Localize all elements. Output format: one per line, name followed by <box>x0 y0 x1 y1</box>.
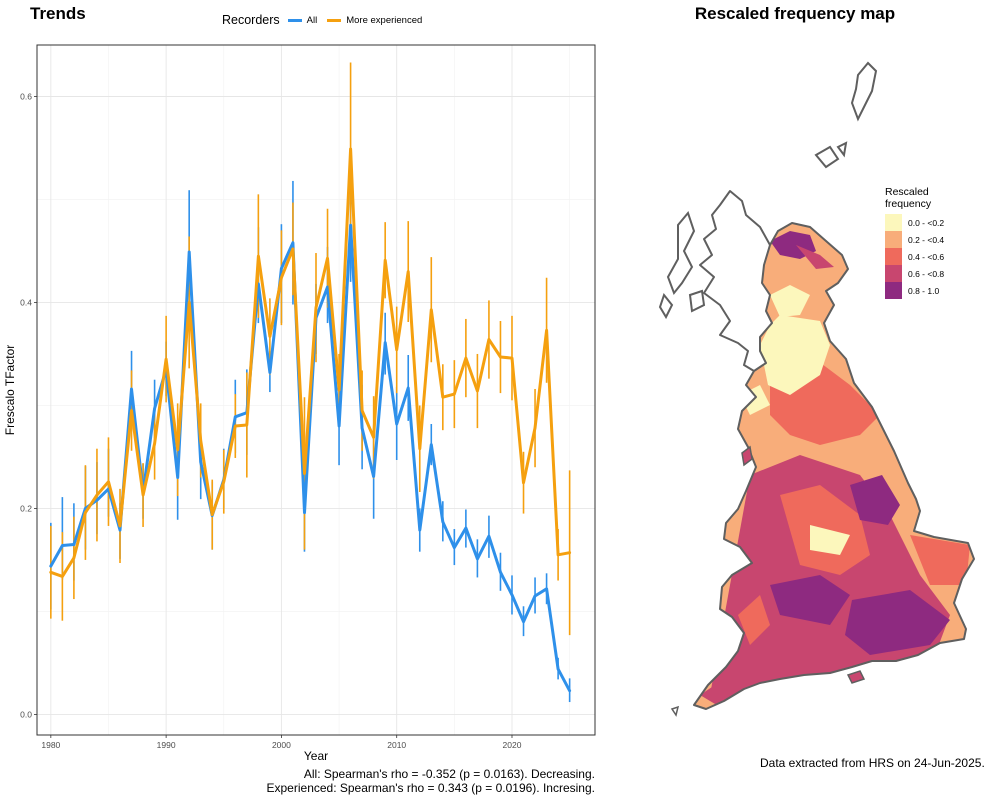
y-axis-label: Frescalo TFactor <box>3 345 17 435</box>
y-tick-label: 0.2 <box>20 503 32 513</box>
legend-swatch <box>885 231 902 248</box>
frequency-map <box>658 61 975 717</box>
map-legend-label: 0.4 - <0.6 <box>908 251 945 262</box>
map-legend-title-line2: frequency <box>885 198 932 210</box>
map-legend-row: 0.2 - <0.4 <box>885 231 944 248</box>
correlation-stats: All: Spearman's rho = -0.352 (p = 0.0163… <box>267 767 596 795</box>
x-tick-label: 2010 <box>387 740 406 750</box>
map-land-fill <box>694 223 974 709</box>
map-legend-label: 0.2 - <0.4 <box>908 234 945 245</box>
series-line-all <box>49 223 572 693</box>
isle-of-wight <box>846 670 866 684</box>
legend-swatch <box>885 248 902 265</box>
x-tick-label: 2020 <box>503 740 522 750</box>
stats-all: All: Spearman's rho = -0.352 (p = 0.0163… <box>303 767 595 781</box>
x-tick-label: 1980 <box>41 740 60 750</box>
axis-ticks: 0.0 0.2 0.4 0.6 1980 1990 2000 2010 2020 <box>20 91 522 750</box>
orkney-shetland-islands <box>814 61 878 169</box>
map-legend: Rescaled frequency 0.0 - <0.2 0.2 - <0.4… <box>885 186 944 299</box>
map-legend-row: 0.8 - 1.0 <box>885 282 944 299</box>
series-line-experienced <box>49 147 572 578</box>
y-tick-label: 0.0 <box>20 709 32 719</box>
map-legend-row: 0.0 - <0.2 <box>885 214 944 231</box>
isle-of-man <box>741 445 753 467</box>
map-legend-row: 0.6 - <0.8 <box>885 265 944 282</box>
map-legend-label: 0.6 - <0.8 <box>908 268 945 279</box>
map-legend-label: 0.0 - <0.2 <box>908 217 945 228</box>
map-legend-title-line1: Rescaled <box>885 186 929 198</box>
legend-swatch <box>885 214 902 231</box>
scilly-islands <box>670 705 680 717</box>
y-tick-label: 0.6 <box>20 91 32 101</box>
scotland-west-coast <box>699 190 771 372</box>
trends-title: Trends <box>30 4 86 23</box>
x-axis-label: Year <box>304 749 328 763</box>
gb-outline <box>693 222 975 710</box>
source-note: Data extracted from HRS on 24-Jun-2025. <box>760 756 985 770</box>
map-title: Rescaled frequency map <box>694 4 896 23</box>
x-tick-label: 1990 <box>157 740 176 750</box>
legend-label-experienced: More experienced <box>346 14 423 26</box>
legend-swatch <box>885 265 902 282</box>
plot-border <box>36 44 596 736</box>
map-legend-title: Rescaled frequency <box>885 186 944 210</box>
trend-legend: Recorders All More experienced <box>222 11 430 29</box>
x-tick-label: 2000 <box>272 740 291 750</box>
grid <box>37 45 595 735</box>
y-tick-label: 0.4 <box>20 297 32 307</box>
legend-swatch <box>885 282 902 299</box>
map-legend-label: 0.8 - 1.0 <box>908 285 940 296</box>
legend-label-all: All <box>306 14 318 26</box>
series-lines <box>49 147 572 693</box>
hebrides-islands <box>658 210 706 320</box>
trend-chart: 0.0 0.2 0.4 0.6 1980 1990 2000 2010 2020 Year Fr… <box>3 44 596 763</box>
legend-key-experienced <box>327 18 342 22</box>
map-legend-row: 0.4 - <0.6 <box>885 248 944 265</box>
stats-experienced: Experienced: Spearman's rho = 0.343 (p =… <box>266 781 596 795</box>
legend-key-all <box>287 18 302 22</box>
legend-title: Recorders <box>222 13 280 27</box>
